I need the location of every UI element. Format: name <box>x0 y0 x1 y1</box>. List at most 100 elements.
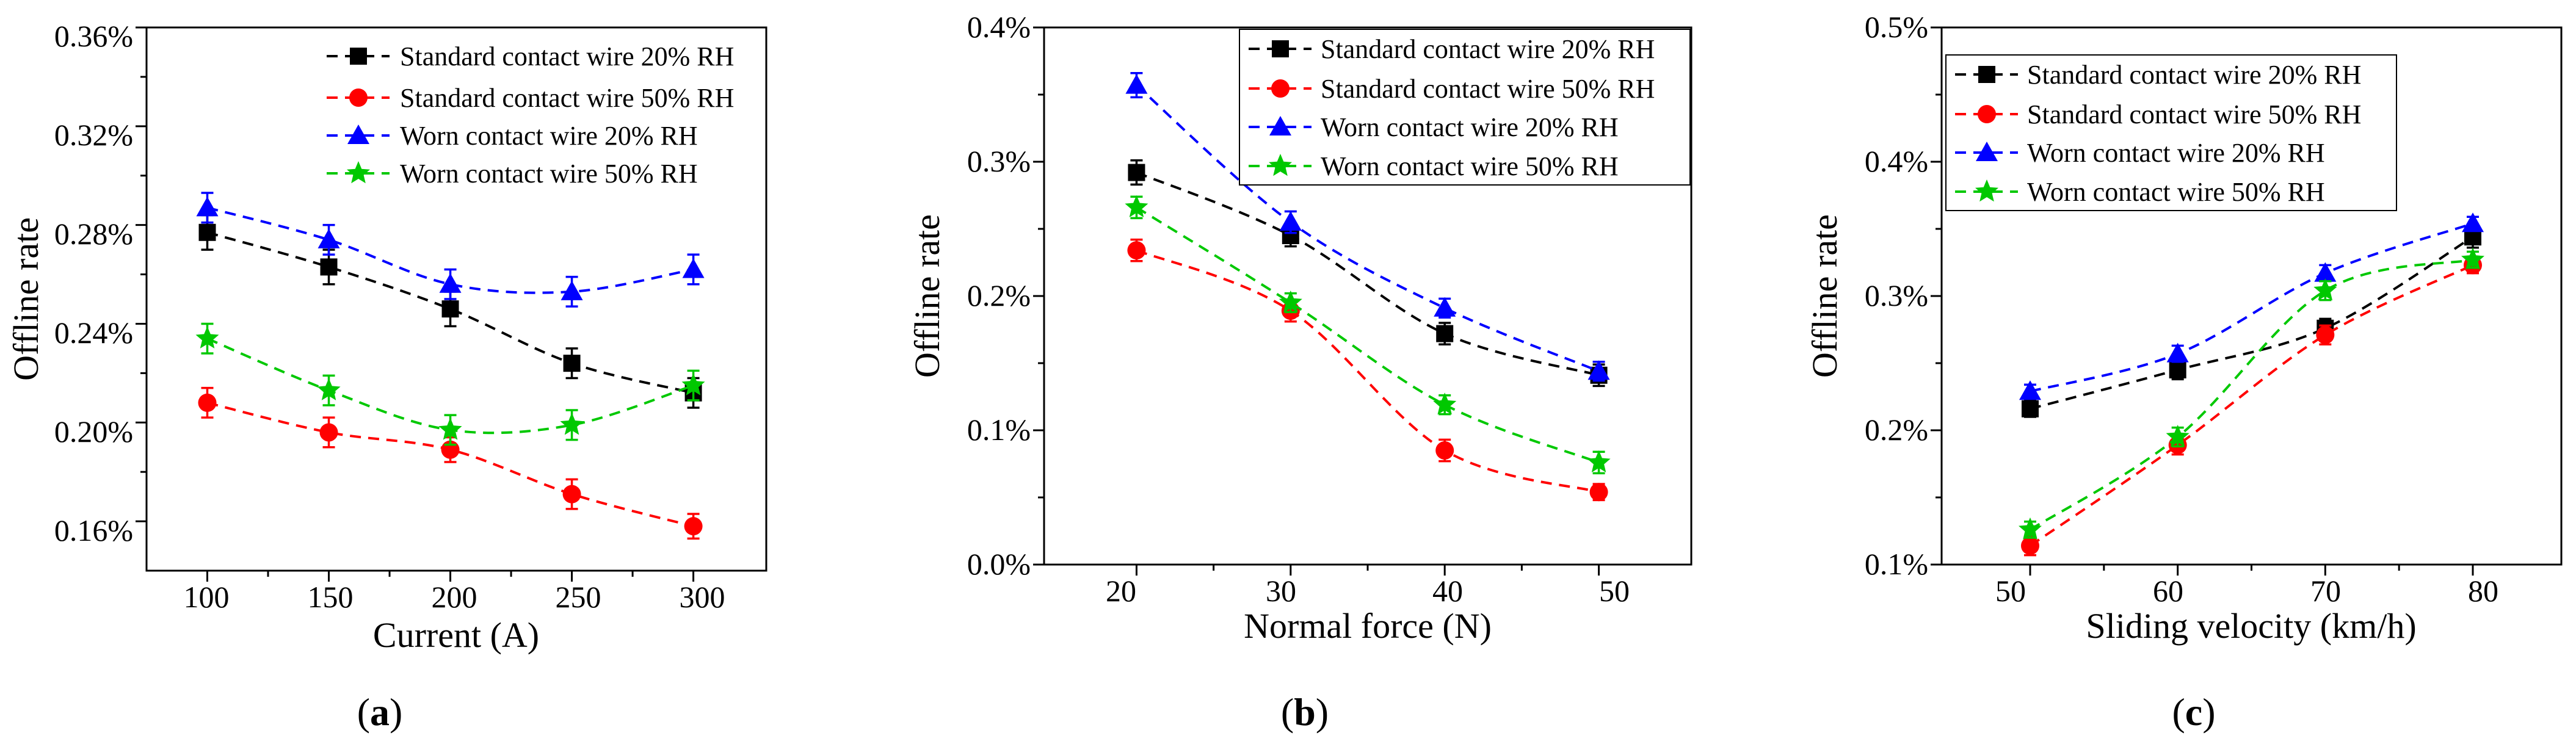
data-point <box>1435 441 1454 460</box>
legend-label: Standard contact wire 50% RH <box>1321 74 1655 104</box>
series-line <box>1136 206 1600 464</box>
data-point <box>198 393 217 412</box>
legend-item: Worn contact wire 20% RH <box>327 121 698 151</box>
legend-item: Standard contact wire 50% RH <box>327 83 734 113</box>
data-point <box>1125 195 1148 217</box>
y-tick-label: 0.3% <box>1865 278 1928 312</box>
data-point <box>1125 74 1148 94</box>
y-tick-label: 0.2% <box>1865 413 1928 447</box>
data-point <box>439 273 462 293</box>
data-point <box>563 355 581 372</box>
legend-label: Worn contact wire 50% RH <box>2027 177 2325 207</box>
series-line <box>206 206 694 294</box>
x-tick-label: 150 <box>308 580 354 614</box>
data-point <box>1587 450 1611 472</box>
legend-a: Standard contact wire 20% RH Standard co… <box>327 42 734 189</box>
x-tick-label: 50 <box>1599 574 1630 608</box>
data-point <box>2461 247 2484 270</box>
legend-b: Standard contact wire 20% RH Standard co… <box>1239 29 1691 186</box>
data-point <box>1587 360 1610 380</box>
legend-item: Standard contact wire 50% RH <box>1249 74 1655 104</box>
y-tick-label: 0.4% <box>967 10 1031 44</box>
data-point <box>438 417 462 440</box>
legend-label: Standard contact wire 20% RH <box>2027 60 2361 90</box>
chart-marks-a <box>195 192 705 540</box>
data-point <box>317 378 341 400</box>
plot-frame-a <box>145 26 767 572</box>
data-point <box>1589 483 1608 502</box>
y-tick-label: 0.20% <box>54 414 133 449</box>
x-tick-label: 50 <box>1995 574 2026 608</box>
data-point <box>681 373 705 395</box>
series-line <box>206 231 694 394</box>
x-axis-title: Normal force (N) <box>1244 606 1492 646</box>
x-tick-label: 30 <box>1266 574 1296 608</box>
legend-item: Standard contact wire 50% RH <box>1955 99 2361 129</box>
y-tick-label: 0.16% <box>54 513 133 547</box>
chart-marks-b <box>1125 72 1611 502</box>
y-tick-label: 0.5% <box>1865 10 1928 44</box>
series-line <box>2030 236 2474 410</box>
legend-frame <box>1945 54 2397 211</box>
y-tick-label: 0.3% <box>967 144 1031 178</box>
legend-item: Worn contact wire 50% RH <box>1249 151 1619 181</box>
panel-b: 0.0% 0.1% 0.2% 0.3% 0.4% 20 30 40 50 Nor… <box>907 10 1693 734</box>
series-line <box>1136 171 1600 377</box>
data-point <box>2166 425 2190 447</box>
legend-label: Worn contact wire 20% RH <box>400 121 698 151</box>
legend-label: Worn contact wire 50% RH <box>400 159 698 189</box>
data-point <box>2021 536 2039 555</box>
y-tick-label: 0.36% <box>54 19 133 53</box>
legend-label: Standard contact wire 50% RH <box>2027 99 2361 129</box>
data-point <box>2022 400 2039 417</box>
legend-item: Standard contact wire 20% RH <box>327 42 734 71</box>
legend-label: Standard contact wire 20% RH <box>1321 34 1655 64</box>
panel-c: 0.1% 0.2% 0.3% 0.4% 0.5% 50 60 70 80 Sli… <box>1805 10 2563 734</box>
data-point <box>560 413 584 435</box>
legend-item: Standard contact wire 20% RH <box>1249 34 1655 64</box>
data-point <box>1436 325 1454 342</box>
x-tick-label: 60 <box>2153 574 2183 608</box>
series-line <box>1136 249 1600 494</box>
x-tick-label: 250 <box>556 580 601 614</box>
chart-marks-c <box>2019 212 2484 557</box>
data-point <box>195 326 219 349</box>
axis-ticks-b <box>1033 26 1600 576</box>
legend-label: Standard contact wire 20% RH <box>400 42 734 71</box>
y-tick-label: 0.1% <box>1865 547 1928 581</box>
legend-item: Worn contact wire 20% RH <box>1249 112 1619 142</box>
series-line <box>2029 258 2473 531</box>
data-point <box>2313 278 2337 301</box>
data-point <box>561 280 583 300</box>
legend-label: Worn contact wire 20% RH <box>2027 138 2325 168</box>
data-point <box>1127 241 1146 260</box>
data-point <box>2169 361 2186 378</box>
axis-ticks-a <box>136 26 695 582</box>
data-point <box>1434 297 1456 317</box>
y-axis-title: Offline rate <box>907 214 947 378</box>
data-point <box>441 300 459 318</box>
series-line <box>2030 222 2473 393</box>
data-point <box>317 228 340 248</box>
legend-marker <box>1975 179 1998 202</box>
x-tick-label: 300 <box>680 580 725 614</box>
x-tick-label: 40 <box>1432 574 1463 608</box>
y-axis-title: Offline rate <box>1805 214 1845 378</box>
y-tick-label: 0.32% <box>54 118 133 152</box>
legend-frame <box>1239 29 1691 186</box>
y-tick-label: 0.1% <box>967 413 1031 447</box>
panel-a: 0.16% 0.20% 0.24% 0.28% 0.32% 0.36% 100 … <box>6 19 767 734</box>
panel-label-c: (c) <box>2172 690 2215 734</box>
data-point <box>198 223 216 241</box>
panel-label-b: (b) <box>1281 690 1329 734</box>
data-point <box>319 423 338 442</box>
x-tick-label: 70 <box>2310 574 2341 608</box>
legend-marker <box>347 161 370 184</box>
data-point <box>1433 392 1457 415</box>
legend-label: Worn contact wire 20% RH <box>1321 112 1619 142</box>
x-tick-label: 100 <box>184 580 230 614</box>
legend-label: Standard contact wire 50% RH <box>400 83 734 113</box>
x-tick-label: 80 <box>2468 574 2498 608</box>
data-point <box>1279 291 1302 313</box>
